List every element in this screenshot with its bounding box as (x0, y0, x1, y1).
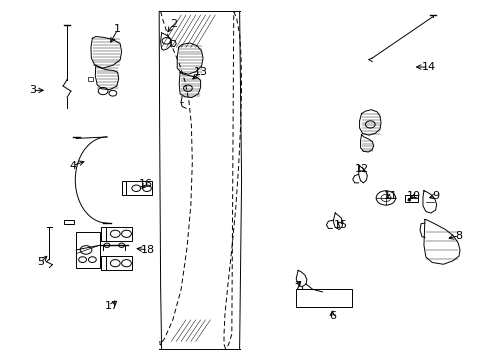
Bar (126, 181, 152, 195)
Bar (76, 232, 100, 268)
Text: 3: 3 (29, 85, 36, 95)
Text: 11: 11 (383, 191, 397, 201)
Bar (295, 289, 351, 307)
Bar (88, 77, 93, 81)
Text: 7: 7 (293, 281, 300, 291)
Text: 4: 4 (69, 161, 76, 171)
Text: 16: 16 (139, 179, 153, 189)
Text: 13: 13 (193, 67, 207, 77)
Text: 15: 15 (333, 220, 347, 230)
Bar (105, 226, 132, 241)
Text: 17: 17 (104, 301, 119, 311)
Text: 9: 9 (431, 191, 438, 201)
Text: 5: 5 (37, 257, 44, 267)
Text: 10: 10 (407, 191, 420, 201)
Text: 8: 8 (454, 231, 462, 240)
Text: 12: 12 (354, 164, 368, 174)
Bar (405, 195, 417, 202)
Text: 6: 6 (328, 311, 335, 321)
Text: 2: 2 (170, 19, 177, 29)
Circle shape (407, 199, 410, 201)
Bar (64, 220, 74, 224)
Text: 1: 1 (114, 24, 121, 35)
Bar (105, 256, 132, 270)
Text: 18: 18 (141, 245, 155, 255)
Text: 14: 14 (421, 62, 435, 72)
